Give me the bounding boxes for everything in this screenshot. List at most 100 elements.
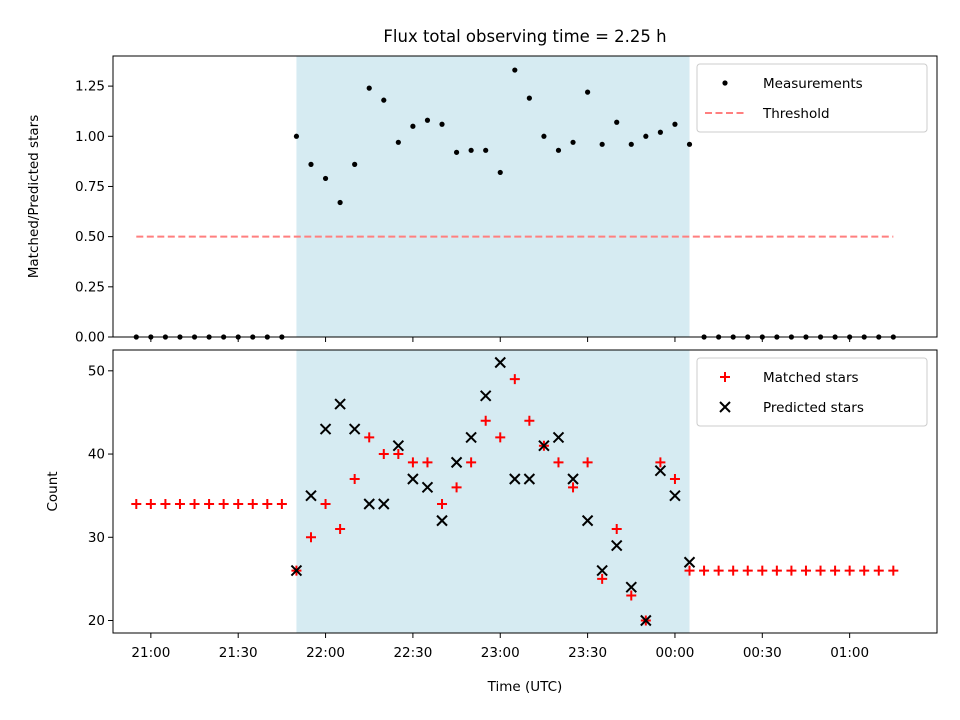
matched-star-point <box>830 565 841 576</box>
measurement-point <box>657 129 663 135</box>
top-plot-frame <box>112 55 938 338</box>
matched-star-point <box>204 498 215 509</box>
matched-star-point <box>757 565 768 576</box>
predicted-star-point <box>334 398 346 410</box>
top-ytick-label: 0.75 <box>75 179 105 195</box>
predicted-star-point <box>392 440 405 452</box>
measurement-point <box>599 141 605 147</box>
matched-star-point <box>393 449 404 460</box>
matched-star-point <box>174 498 185 509</box>
predicted-star-point <box>450 456 463 469</box>
matched-star-point <box>553 457 564 468</box>
xtick-label: 23:00 <box>481 645 520 661</box>
matched-star-point <box>742 565 753 576</box>
xtick-label: 22:00 <box>306 645 345 661</box>
measurement-point <box>686 141 693 147</box>
predicted-star-point <box>494 356 506 369</box>
predicted-star-point <box>640 614 652 627</box>
measurement-point <box>366 85 372 91</box>
top-legend: Measurements Threshold <box>696 63 928 133</box>
top-panel: 0.00 0.25 0.50 0.75 1.00 1.25 Flux total obse… <box>26 27 938 346</box>
matched-star-point <box>145 498 156 509</box>
observing-window-shade-bottom <box>296 350 690 633</box>
predicted-star-point <box>552 431 565 444</box>
top-ytick-label: 0.25 <box>75 279 105 295</box>
legend-label: Measurements <box>763 76 863 92</box>
matched-star-point <box>305 532 316 543</box>
xtick-label: 23:30 <box>568 645 607 661</box>
measurement-point <box>483 147 489 153</box>
matched-star-point <box>888 565 899 576</box>
legend-box <box>696 63 928 133</box>
predicted-star-point <box>465 431 477 444</box>
measurement-point <box>424 117 431 123</box>
xtick-label: 21:30 <box>219 645 258 661</box>
measurement-point <box>555 147 562 153</box>
bottom-legend: Matched stars Predicted stars <box>696 357 928 427</box>
measurement-point <box>453 149 460 155</box>
matched-star-point <box>713 565 724 576</box>
predicted-star-point <box>319 423 332 435</box>
legend-box <box>696 357 928 427</box>
matched-star-point <box>495 432 506 443</box>
xtick-label: 00:30 <box>743 645 782 661</box>
bottom-x-ticks: 21:00 21:30 22:00 22:30 23:00 23:30 00:00 00:30… <box>131 633 869 661</box>
measurement-point <box>381 97 387 103</box>
predicted-star-point <box>581 514 594 527</box>
matched-star-point <box>655 457 666 468</box>
predicted-star-point <box>290 564 303 577</box>
bottom-ytick-label: 20 <box>88 613 105 629</box>
matched-star-point <box>131 498 142 509</box>
xtick-label: 22:30 <box>393 645 432 661</box>
matched-star-point <box>859 565 870 576</box>
legend-label: Matched stars <box>763 370 859 386</box>
measurement-point <box>672 121 678 127</box>
matched-star-point <box>509 374 520 385</box>
matched-star-point <box>437 498 448 509</box>
measurement-point <box>614 119 620 125</box>
bottom-ytick-label: 40 <box>88 447 105 463</box>
bottom-y-ticks: 20 30 40 50 <box>88 363 113 629</box>
matched-star-point <box>568 482 579 493</box>
predicted-star-point <box>348 423 361 435</box>
observing-window-shade-top <box>296 56 690 337</box>
matched-star-point <box>422 457 433 468</box>
predicted-star-point <box>479 390 492 402</box>
legend-marker-plus <box>720 372 730 382</box>
matched-star-point <box>189 498 200 509</box>
matched-star-point <box>524 415 535 426</box>
measurement-point <box>322 175 329 182</box>
predicted-star-point <box>421 481 434 494</box>
predicted-star-point <box>509 473 521 485</box>
matched-star-point <box>335 523 346 534</box>
measurement-point <box>628 141 634 147</box>
x-axis-label: Time (UTC) <box>487 679 563 695</box>
predicted-star-point <box>538 440 550 452</box>
xtick-label: 21:00 <box>131 645 170 661</box>
top-y-axis-label: Matched/Predicted stars <box>26 115 42 278</box>
bottom-ytick-label: 50 <box>88 363 105 379</box>
top-ytick-label: 0.00 <box>75 330 105 346</box>
measurement-point <box>308 161 314 167</box>
matched-star-point <box>844 565 855 576</box>
matched-star-point <box>480 415 491 426</box>
measurement-point <box>468 147 474 153</box>
top-ytick-label: 1.25 <box>75 79 105 95</box>
measurement-point <box>410 123 416 129</box>
matched-star-point <box>815 565 826 576</box>
matched-star-point <box>407 457 418 468</box>
measurement-point <box>395 139 401 145</box>
measurement-point <box>293 133 300 139</box>
legend-marker-x <box>719 401 731 413</box>
top-ytick-label: 1.00 <box>75 129 105 145</box>
predicted-star-point <box>669 489 681 502</box>
bottom-ytick-label: 30 <box>88 530 105 546</box>
matched-star-point <box>626 590 637 601</box>
matched-star-point <box>378 449 389 460</box>
matched-star-point <box>320 498 331 509</box>
matched-star-point <box>669 474 680 485</box>
measurement-point <box>512 67 518 73</box>
matched-star-point <box>699 565 710 576</box>
xtick-label: 01:00 <box>830 645 869 661</box>
